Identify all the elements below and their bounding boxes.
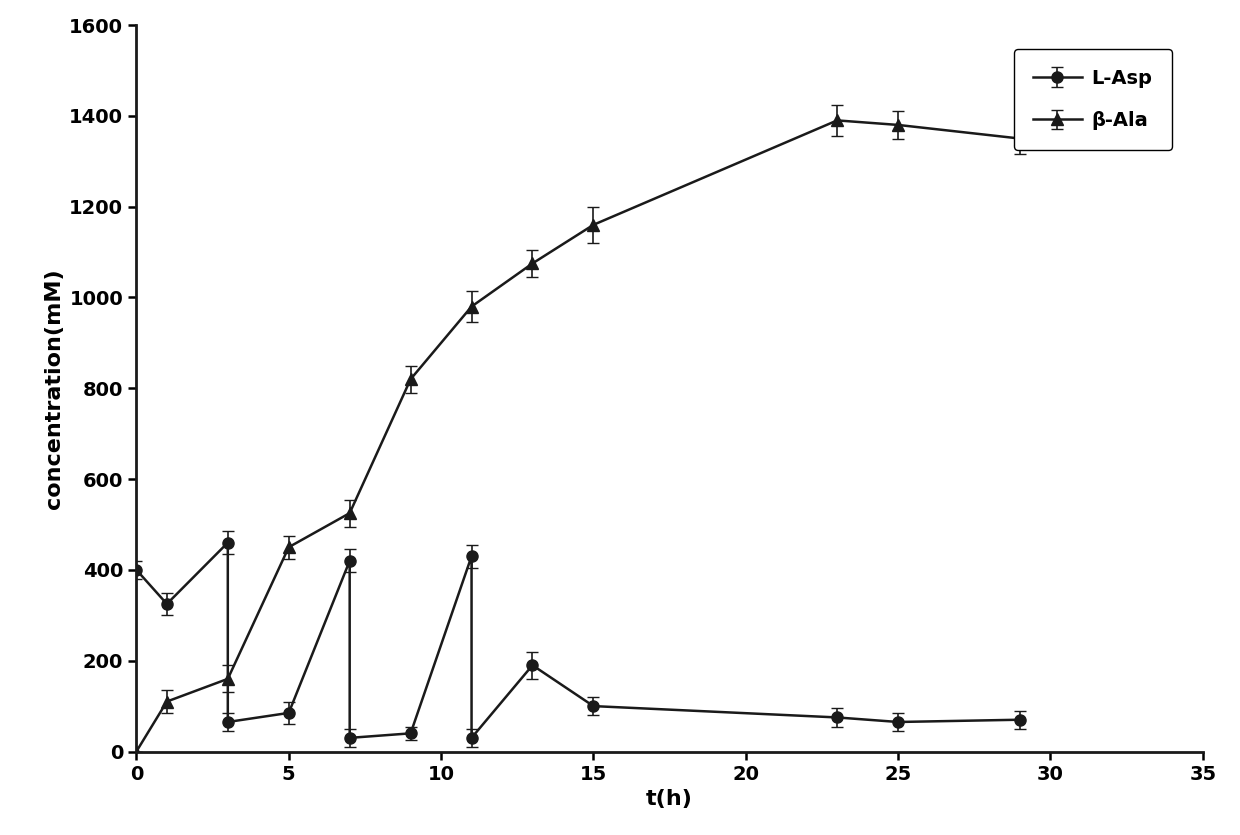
Legend: L-Asp, β-Ala: L-Asp, β-Ala xyxy=(1013,49,1172,149)
Y-axis label: concentration(mM): concentration(mM) xyxy=(43,268,63,509)
X-axis label: t(h): t(h) xyxy=(646,789,693,809)
